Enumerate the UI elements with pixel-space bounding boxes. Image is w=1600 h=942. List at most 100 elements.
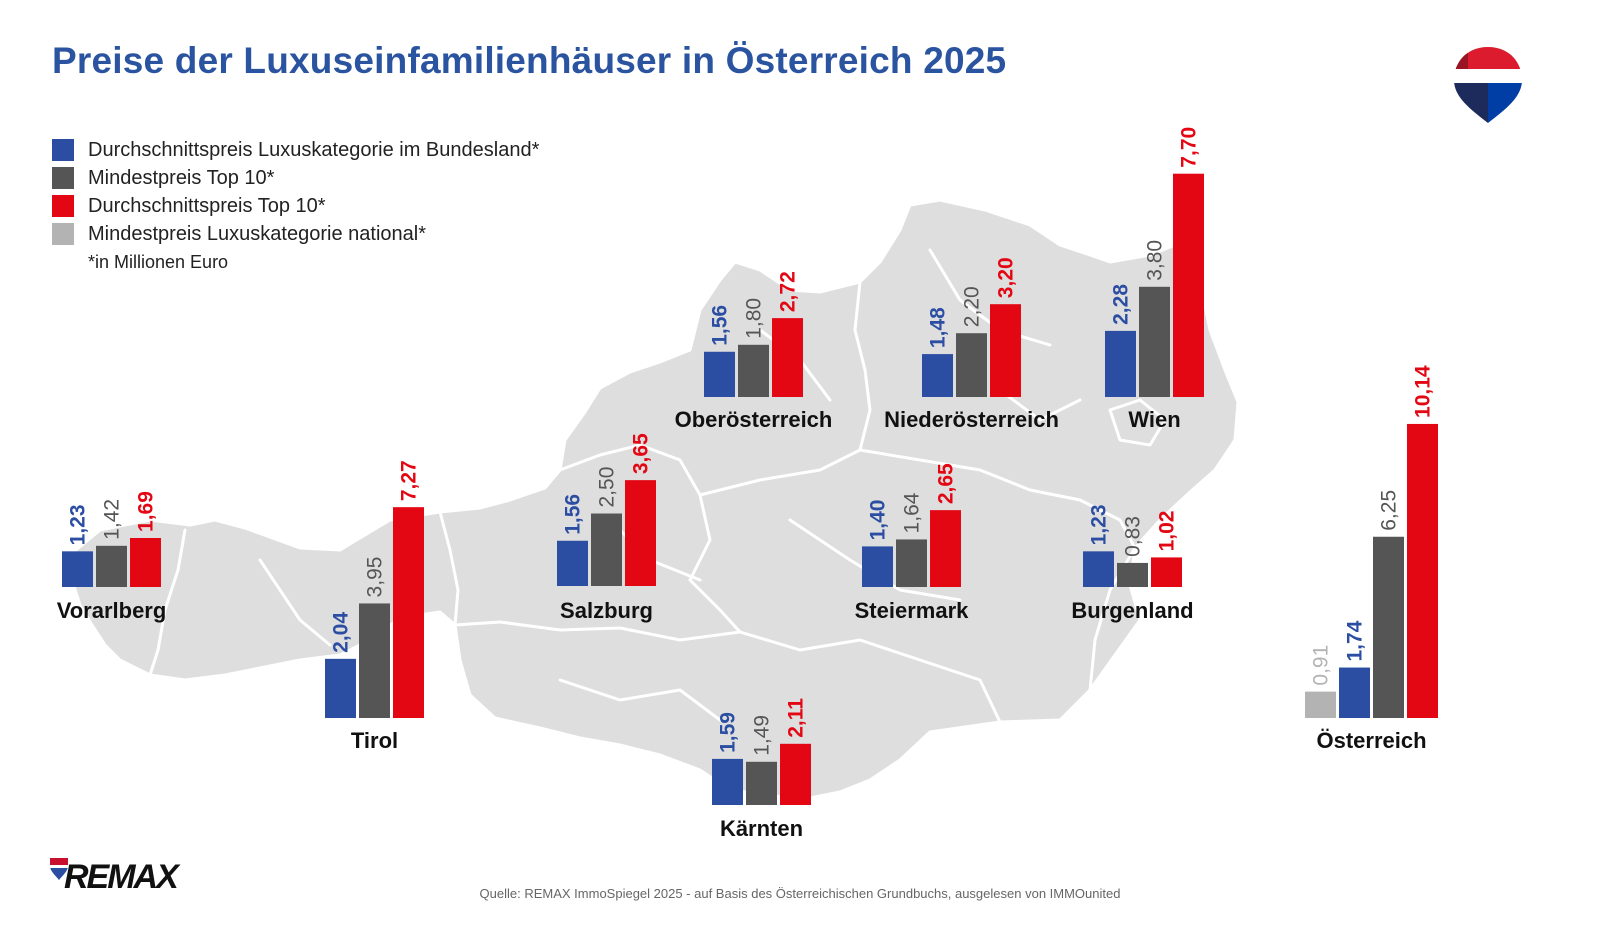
data-label: 7,27 bbox=[398, 460, 421, 501]
page-title: Preise der Luxuseinfamilienhäuser in Öst… bbox=[52, 40, 1007, 81]
region-label: Salzburg bbox=[560, 598, 653, 623]
data-label: 3,65 bbox=[630, 433, 653, 474]
bar bbox=[1373, 536, 1404, 718]
border-oberoesterreich-niederoesterreich bbox=[853, 280, 872, 452]
bar bbox=[591, 513, 622, 586]
data-label: 1,80 bbox=[743, 298, 766, 339]
data-label: 0,91 bbox=[1310, 645, 1333, 686]
bar bbox=[772, 318, 803, 397]
data-label: 1,23 bbox=[1088, 504, 1111, 545]
data-label: 3,20 bbox=[995, 257, 1018, 298]
legend-label: Mindestpreis Top 10* bbox=[88, 166, 275, 189]
bar bbox=[990, 304, 1021, 397]
data-label: 10,14 bbox=[1412, 365, 1435, 418]
remax-logo: REMAX bbox=[50, 858, 179, 896]
border-oberoesterreich-steiermark bbox=[698, 448, 862, 497]
region-label: Tirol bbox=[351, 728, 398, 753]
brand-name: REMAX bbox=[64, 858, 179, 896]
bar bbox=[896, 539, 927, 587]
data-label: 2,28 bbox=[1110, 284, 1133, 325]
region-label: Österreich bbox=[1316, 728, 1426, 753]
legend-label: Durchschnittspreis Luxuskategorie im Bun… bbox=[88, 138, 540, 161]
region-labels: Vorarlberg Tirol Salzburg Oberösterreich Nie… bbox=[57, 407, 1427, 841]
data-label: 1,56 bbox=[709, 305, 732, 346]
legend-swatch-blue bbox=[52, 139, 74, 161]
bar bbox=[1139, 286, 1170, 397]
legend-item: Mindestpreis Top 10* bbox=[52, 164, 539, 192]
border-wien bbox=[1108, 398, 1167, 447]
border-tirol-salzburg bbox=[438, 510, 460, 627]
data-label: 1,49 bbox=[751, 715, 774, 756]
data-label: 1,02 bbox=[1156, 511, 1179, 552]
remax-balloon-icon bbox=[1454, 47, 1522, 123]
legend-swatch-light-gray bbox=[52, 223, 74, 245]
bar bbox=[96, 545, 127, 587]
region-label: Oberösterreich bbox=[675, 407, 833, 432]
legend: Durchschnittspreis Luxuskategorie im Bun… bbox=[52, 136, 539, 248]
data-label: 2,50 bbox=[596, 467, 619, 508]
data-label: 1,23 bbox=[67, 504, 90, 545]
legend-label: Durchschnittspreis Top 10* bbox=[88, 194, 326, 217]
bars bbox=[62, 173, 1438, 805]
bar bbox=[393, 507, 424, 718]
data-label: 2,65 bbox=[935, 463, 958, 504]
data-label: 6,25 bbox=[1378, 490, 1401, 531]
bar bbox=[738, 344, 769, 397]
border-niederoesterreich-steiermark bbox=[858, 448, 1137, 550]
bar bbox=[1151, 557, 1182, 587]
bar bbox=[1339, 667, 1370, 718]
region-label: Niederösterreich bbox=[884, 407, 1059, 432]
legend-item: Durchschnittspreis Top 10* bbox=[52, 192, 539, 220]
source-note: Quelle: REMAX ImmoSpiegel 2025 - auf Bas… bbox=[479, 886, 1121, 901]
bar bbox=[956, 333, 987, 397]
bar bbox=[922, 354, 953, 397]
legend-label: Mindestpreis Luxuskategorie national* bbox=[88, 222, 426, 245]
bar bbox=[557, 540, 588, 586]
value-labels: 1,23 1,42 1,69 2,04 3,95 7,27 1,56 2,50 3,65 1,56… bbox=[67, 127, 1435, 756]
district-line bbox=[928, 248, 1052, 347]
data-label: 2,11 bbox=[785, 698, 808, 738]
border-salzburg-oberoesterreich bbox=[558, 443, 702, 497]
legend-swatch-dark-gray bbox=[52, 167, 74, 189]
bar bbox=[780, 743, 811, 805]
data-label: 0,83 bbox=[1122, 516, 1145, 557]
bar bbox=[1407, 423, 1438, 718]
bar bbox=[862, 546, 893, 587]
district-line bbox=[258, 558, 332, 647]
district-line bbox=[558, 678, 722, 722]
bar bbox=[325, 658, 356, 718]
bar bbox=[746, 761, 777, 805]
data-label: 2,20 bbox=[961, 286, 984, 327]
unit-note: *in Millionen Euro bbox=[88, 252, 229, 272]
data-label: 1,74 bbox=[1344, 620, 1367, 661]
legend-item: Durchschnittspreis Luxuskategorie im Bun… bbox=[52, 136, 539, 164]
region-label: Steiermark bbox=[855, 598, 970, 623]
bar bbox=[625, 480, 656, 586]
bar bbox=[704, 351, 735, 397]
remax-logo-balloon-icon bbox=[50, 858, 68, 880]
bar bbox=[930, 510, 961, 587]
data-label: 2,04 bbox=[330, 612, 353, 653]
region-label: Burgenland bbox=[1071, 598, 1193, 623]
border-salzburg-steiermark bbox=[688, 493, 742, 634]
bar bbox=[1117, 562, 1148, 587]
data-label: 1,59 bbox=[717, 712, 740, 753]
data-label: 1,64 bbox=[901, 492, 924, 533]
bar bbox=[1173, 173, 1204, 397]
bar bbox=[359, 603, 390, 718]
border-steiermark-kaernten bbox=[738, 630, 1002, 724]
data-label: 1,48 bbox=[927, 307, 950, 348]
data-label: 1,42 bbox=[101, 499, 124, 540]
bar bbox=[712, 758, 743, 805]
bar bbox=[62, 551, 93, 587]
bar bbox=[130, 537, 161, 587]
data-label: 1,69 bbox=[135, 491, 158, 532]
data-label: 3,80 bbox=[1144, 240, 1167, 281]
bar bbox=[1305, 691, 1336, 718]
bar bbox=[1105, 330, 1136, 397]
data-label: 7,70 bbox=[1178, 127, 1201, 168]
region-label: Kärnten bbox=[720, 816, 803, 841]
data-label: 3,95 bbox=[364, 557, 387, 598]
border-vorarlberg-tirol bbox=[148, 528, 187, 677]
